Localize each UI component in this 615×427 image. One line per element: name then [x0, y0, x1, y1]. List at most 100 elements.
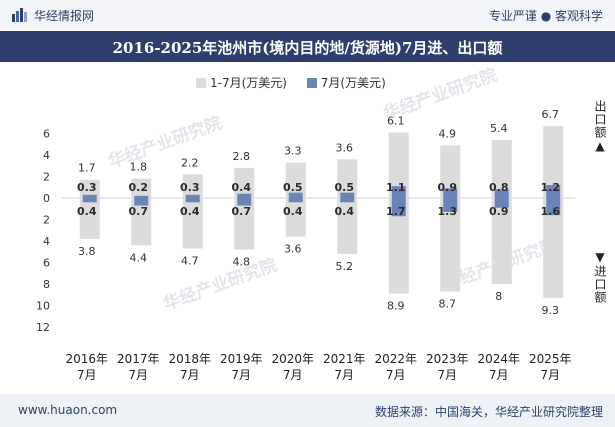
- month-bar: [185, 194, 200, 203]
- export-total-label: 3.6: [336, 141, 354, 154]
- total-bar: [491, 139, 512, 284]
- import-total-label: 8: [495, 290, 502, 303]
- upper-axis-label: 出口额▲: [593, 100, 607, 154]
- website-link[interactable]: www.huaon.com: [18, 403, 118, 417]
- x-category-label: 7月: [231, 368, 251, 382]
- x-category-label: 7月: [437, 368, 457, 382]
- export-total-label: 3.3: [284, 145, 302, 158]
- y-tick-label: 8: [43, 278, 50, 291]
- x-category-label: 7月: [180, 368, 200, 382]
- y-tick-label: 4: [43, 235, 50, 248]
- y-tick-label: 12: [36, 321, 50, 334]
- export-month-label: 0.2: [129, 181, 149, 194]
- brand-name: 华经情报网: [34, 9, 95, 23]
- month-bar: [546, 185, 561, 216]
- x-category-label: 7月: [77, 368, 97, 382]
- slogan: 专业严谨 ● 客观科学: [488, 9, 603, 23]
- export-month-label: 1.1: [386, 181, 406, 194]
- month-bar: [288, 192, 303, 203]
- import-month-label: 0.4: [77, 205, 97, 218]
- x-category-label: 7月: [334, 368, 354, 382]
- y-tick-label: 6: [43, 128, 50, 141]
- legend-swatch: [196, 78, 206, 88]
- x-category-label: 2019年: [220, 352, 263, 366]
- month-bar: [134, 195, 149, 206]
- y-tick-label: 6: [43, 257, 50, 270]
- x-category-label: 7月: [386, 368, 406, 382]
- import-total-label: 5.2: [336, 260, 354, 273]
- month-bar: [494, 189, 509, 208]
- legend-item-month: 7月(万美元): [306, 74, 386, 91]
- x-category-label: 2020年: [271, 352, 314, 366]
- month-bar: [82, 194, 97, 203]
- month-bar: [237, 193, 252, 206]
- export-total-label: 5.4: [490, 122, 508, 135]
- x-category-label: 2025年: [529, 352, 572, 366]
- export-total-label: 6.1: [387, 114, 405, 127]
- export-total-label: 2.8: [233, 150, 251, 163]
- y-tick-label: 0: [43, 192, 50, 205]
- export-total-label: 2.2: [181, 156, 199, 169]
- legend-label: 7月(万美元): [320, 76, 386, 90]
- month-bar: [391, 186, 406, 217]
- y-tick-label: 2: [43, 214, 50, 227]
- x-category-label: 2022年: [374, 352, 417, 366]
- export-total-label: 1.8: [130, 161, 148, 174]
- export-month-label: 0.9: [438, 181, 458, 194]
- month-bar: [340, 192, 355, 203]
- legend-swatch: [306, 78, 317, 88]
- title-bar: 2016-2025年池州市(境内目的地/货源地)7月进、出口额: [0, 31, 615, 62]
- footer: www.huaon.com 数据来源：中国海关，华经产业研究院整理: [0, 394, 615, 427]
- x-category-label: 7月: [283, 368, 303, 382]
- export-month-label: 0.5: [283, 181, 303, 194]
- import-total-label: 4.8: [233, 256, 251, 269]
- lower-axis-label: ▼进口额: [593, 250, 607, 304]
- x-category-label: 2017年: [117, 352, 160, 366]
- export-month-label: 0.3: [77, 181, 97, 194]
- import-month-label: 0.4: [335, 205, 355, 218]
- import-total-label: 3.8: [78, 245, 96, 258]
- export-month-label: 1.2: [541, 181, 561, 194]
- total-bar: [79, 179, 100, 239]
- top-bar: 华经情报网 专业严谨 ● 客观科学: [0, 0, 615, 30]
- x-category-label: 7月: [489, 368, 509, 382]
- export-month-label: 0.4: [232, 181, 252, 194]
- total-bar: [337, 159, 358, 254]
- y-tick-label: 10: [36, 300, 50, 313]
- legend-label: 1-7月(万美元): [210, 76, 287, 90]
- import-total-label: 9.3: [542, 304, 560, 317]
- export-month-label: 0.3: [180, 181, 200, 194]
- import-month-label: 0.9: [489, 205, 509, 218]
- x-category-label: 7月: [128, 368, 148, 382]
- export-month-label: 0.5: [335, 181, 355, 194]
- chart-title: 2016-2025年池州市(境内目的地/货源地)7月进、出口额: [112, 39, 503, 57]
- x-category-label: 2024年: [477, 352, 520, 366]
- export-total-label: 4.9: [439, 127, 457, 140]
- export-total-label: 6.7: [542, 108, 560, 121]
- import-month-label: 1.6: [541, 205, 561, 218]
- x-category-label: 2018年: [168, 352, 211, 366]
- import-total-label: 8.9: [387, 300, 405, 313]
- import-month-label: 0.7: [129, 205, 149, 218]
- import-month-label: 1.7: [386, 205, 406, 218]
- import-month-label: 0.4: [283, 205, 303, 218]
- y-tick-label: 2: [43, 171, 50, 184]
- x-category-label: 7月: [540, 368, 560, 382]
- y-tick-label: 4: [43, 149, 50, 162]
- import-total-label: 4.7: [181, 255, 199, 268]
- import-total-label: 8.7: [439, 298, 457, 311]
- chart-legend: 1-7月(万美元) 7月(万美元): [196, 74, 402, 92]
- x-category-label: 2021年: [323, 352, 366, 366]
- import-total-label: 3.6: [284, 243, 302, 256]
- total-bar: [131, 178, 152, 246]
- logo-icon: [12, 8, 27, 22]
- total-bar: [440, 145, 461, 292]
- export-month-label: 0.8: [489, 181, 509, 194]
- import-month-label: 0.4: [180, 205, 200, 218]
- total-bar: [234, 167, 255, 250]
- legend-item-total: 1-7月(万美元): [196, 74, 287, 91]
- import-total-label: 4.4: [130, 251, 148, 264]
- source-note: 数据来源：中国海关，华经产业研究院整理: [374, 405, 603, 419]
- month-bar: [443, 188, 458, 212]
